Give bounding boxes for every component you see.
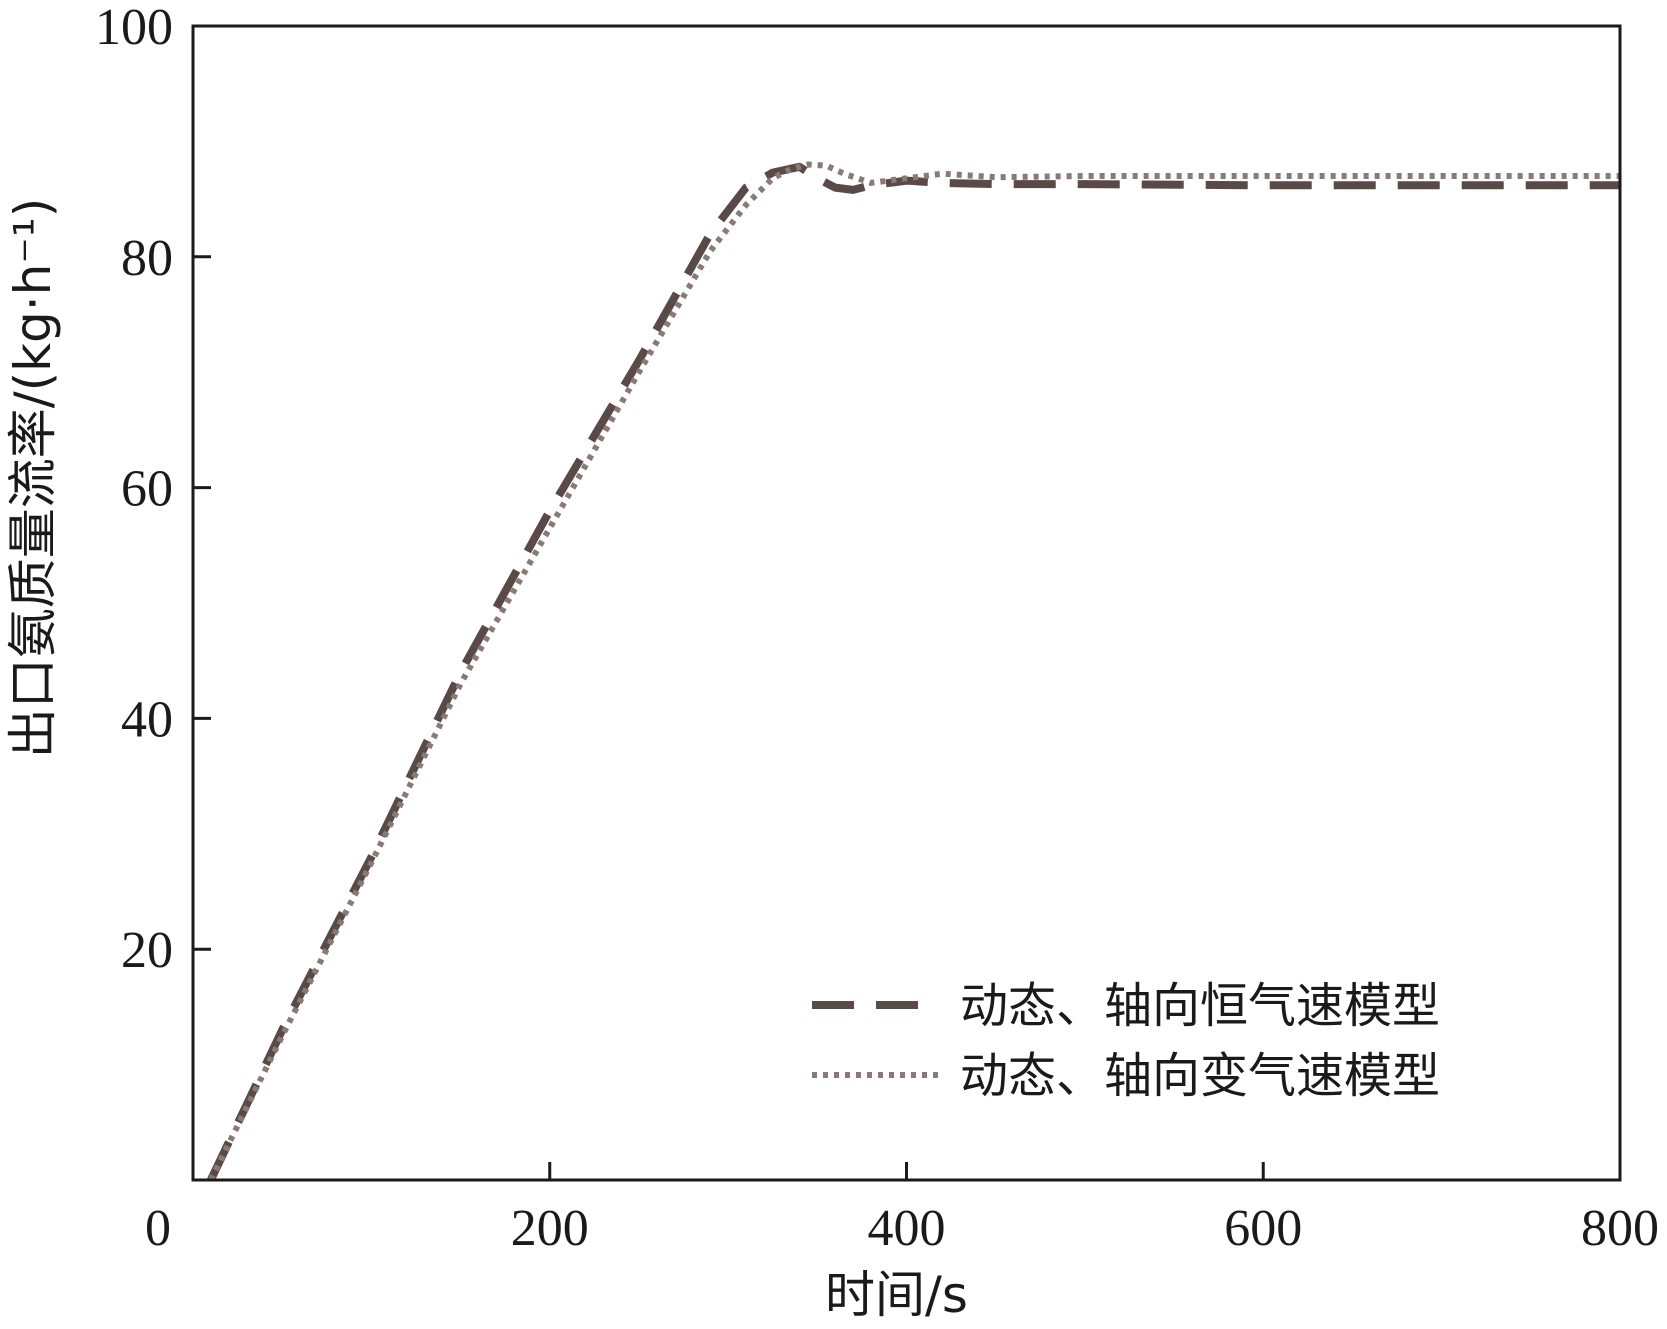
- x-tick-label: 600: [1224, 1200, 1302, 1257]
- y-tick-label: 40: [121, 691, 173, 748]
- x-axis-title: 时间/s: [825, 1266, 968, 1324]
- y-tick-label: 20: [121, 922, 173, 979]
- series-line-1: [207, 162, 1620, 1182]
- series-line-2: [208, 161, 1620, 1182]
- y-tick-label: 60: [121, 461, 173, 518]
- legend-label-2: 动态、轴向变气速模型: [960, 1048, 1440, 1104]
- tick-labels: 0 200 400 600 800 20 40 60 80 100: [95, 0, 1659, 1257]
- x-tick-label: 200: [511, 1200, 589, 1257]
- x-tick-label: 0: [145, 1200, 171, 1257]
- legend-label-1: 动态、轴向恒气速模型: [960, 978, 1440, 1034]
- y-tick-label: 100: [95, 0, 173, 56]
- ticks-layer: [193, 255, 1265, 1180]
- series-layer: [207, 161, 1620, 1182]
- y-axis-title: 出口氨质量流率/(kg·h⁻¹): [4, 198, 62, 759]
- x-tick-label: 400: [868, 1200, 946, 1257]
- x-tick-label: 800: [1581, 1200, 1659, 1257]
- y-tick-label: 80: [121, 230, 173, 287]
